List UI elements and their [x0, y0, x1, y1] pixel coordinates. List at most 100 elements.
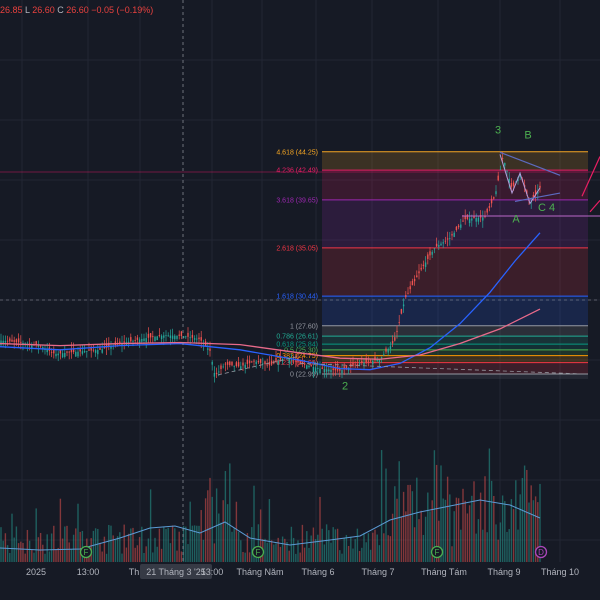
- candle-body: [405, 295, 407, 298]
- volume-bar: [156, 546, 158, 562]
- volume-bar: [328, 530, 330, 562]
- candle-body: [288, 358, 290, 364]
- volume-bar: [246, 533, 249, 562]
- marker-circle: [430, 545, 444, 559]
- candle-body: [424, 262, 427, 267]
- volume-bar: [167, 527, 169, 562]
- wave-label-3: 3: [495, 125, 501, 137]
- candle-body: [372, 360, 374, 365]
- fib-extension: 4.618 (44.25) 4.236 (42.49) 3.618 (39.65) 2…: [0, 149, 600, 379]
- volume-bar: [438, 520, 440, 562]
- volume-bar: [130, 528, 132, 562]
- volume-bar: [15, 526, 18, 562]
- volume-bar: [286, 541, 288, 562]
- volume-bar: [9, 552, 11, 562]
- marker-circle: [251, 545, 265, 559]
- candle-body: [354, 364, 356, 366]
- volume-bar: [413, 527, 416, 562]
- candle-body: [145, 338, 147, 343]
- volume-bar: [380, 450, 383, 562]
- volume-bar: [77, 503, 79, 562]
- candle-body: [39, 345, 42, 347]
- fib-level-label: 0.5 (25.30): [284, 347, 318, 354]
- volume-bar: [389, 536, 392, 562]
- volume-bar: [64, 526, 66, 562]
- candle-body: [440, 243, 442, 246]
- volume-bar: [297, 540, 299, 562]
- volume-bar: [138, 537, 141, 562]
- candle-body: [242, 362, 244, 366]
- wave-label-2: 2: [342, 381, 348, 393]
- marker-label: F: [435, 548, 440, 557]
- volume-bar: [486, 532, 488, 562]
- volume-bar: [499, 522, 502, 562]
- volume-bar: [240, 540, 242, 562]
- x-axis-tick-label: 13:00: [77, 567, 100, 577]
- x-axis-tick-label: Tháng 10: [541, 567, 579, 577]
- volume-bar: [75, 528, 77, 562]
- volume-bar: [402, 491, 405, 562]
- fib-level-label: 0.382 (24.75): [276, 353, 318, 360]
- candle-body: [345, 365, 348, 369]
- dashed-trendline: [217, 355, 301, 376]
- candle-body: [193, 338, 196, 340]
- volume-bar: [385, 468, 387, 562]
- volume-bar: [292, 537, 295, 562]
- volume-bar: [193, 525, 196, 562]
- candle-body: [187, 332, 189, 337]
- fib-zone: [322, 344, 588, 350]
- candle-body: [418, 271, 420, 274]
- candle-body: [325, 369, 328, 372]
- candle-body: [0, 340, 2, 346]
- candle-body: [312, 366, 315, 372]
- candle-body: [314, 367, 317, 372]
- volume-bar: [143, 552, 145, 562]
- candle-body: [356, 363, 359, 365]
- candle-body: [295, 360, 297, 362]
- candle-body: [182, 336, 185, 338]
- volume-bar: [497, 539, 499, 562]
- volume-bar: [350, 536, 352, 562]
- candle-body: [482, 217, 484, 221]
- volume-bar: [317, 534, 319, 562]
- volume-bar: [495, 524, 497, 562]
- candle-body: [466, 214, 469, 219]
- volume-bar: [339, 550, 341, 562]
- candle-body: [367, 360, 370, 362]
- candle-body: [532, 194, 535, 199]
- candle-body: [501, 158, 504, 159]
- volume-bar: [244, 552, 246, 562]
- volume-bar: [218, 513, 220, 562]
- candle-body: [207, 348, 209, 350]
- candle-body: [257, 361, 260, 363]
- candle-body: [57, 353, 59, 356]
- x-axis-tick-label: 21 Tháng 3 '25: [146, 567, 206, 577]
- candle-body: [332, 368, 334, 371]
- volume-bar: [141, 526, 143, 562]
- candle-body: [88, 349, 90, 351]
- candle-body: [99, 347, 101, 350]
- candle-body: [471, 218, 473, 221]
- volume-bar: [457, 498, 460, 562]
- candle-body: [220, 365, 222, 370]
- candle-body: [15, 339, 18, 343]
- candle-body: [433, 248, 436, 250]
- volume-bar: [42, 544, 44, 562]
- candle-body: [512, 182, 515, 186]
- volume-bar: [154, 537, 156, 562]
- candle-body: [9, 338, 11, 342]
- candle-body: [462, 220, 464, 222]
- volume-bar: [79, 531, 81, 562]
- fib-zone: [322, 151, 588, 171]
- candle-body: [235, 362, 238, 367]
- volume-bar: [526, 469, 528, 562]
- candle-body: [147, 333, 150, 338]
- candle-body: [55, 353, 57, 357]
- candle-body: [86, 350, 88, 352]
- wave-label-c: C: [538, 202, 546, 214]
- volume-bar: [336, 528, 339, 562]
- candle-body: [292, 360, 295, 362]
- volume-bar: [112, 535, 114, 562]
- x-axis-tick-label: 13:00: [201, 567, 224, 577]
